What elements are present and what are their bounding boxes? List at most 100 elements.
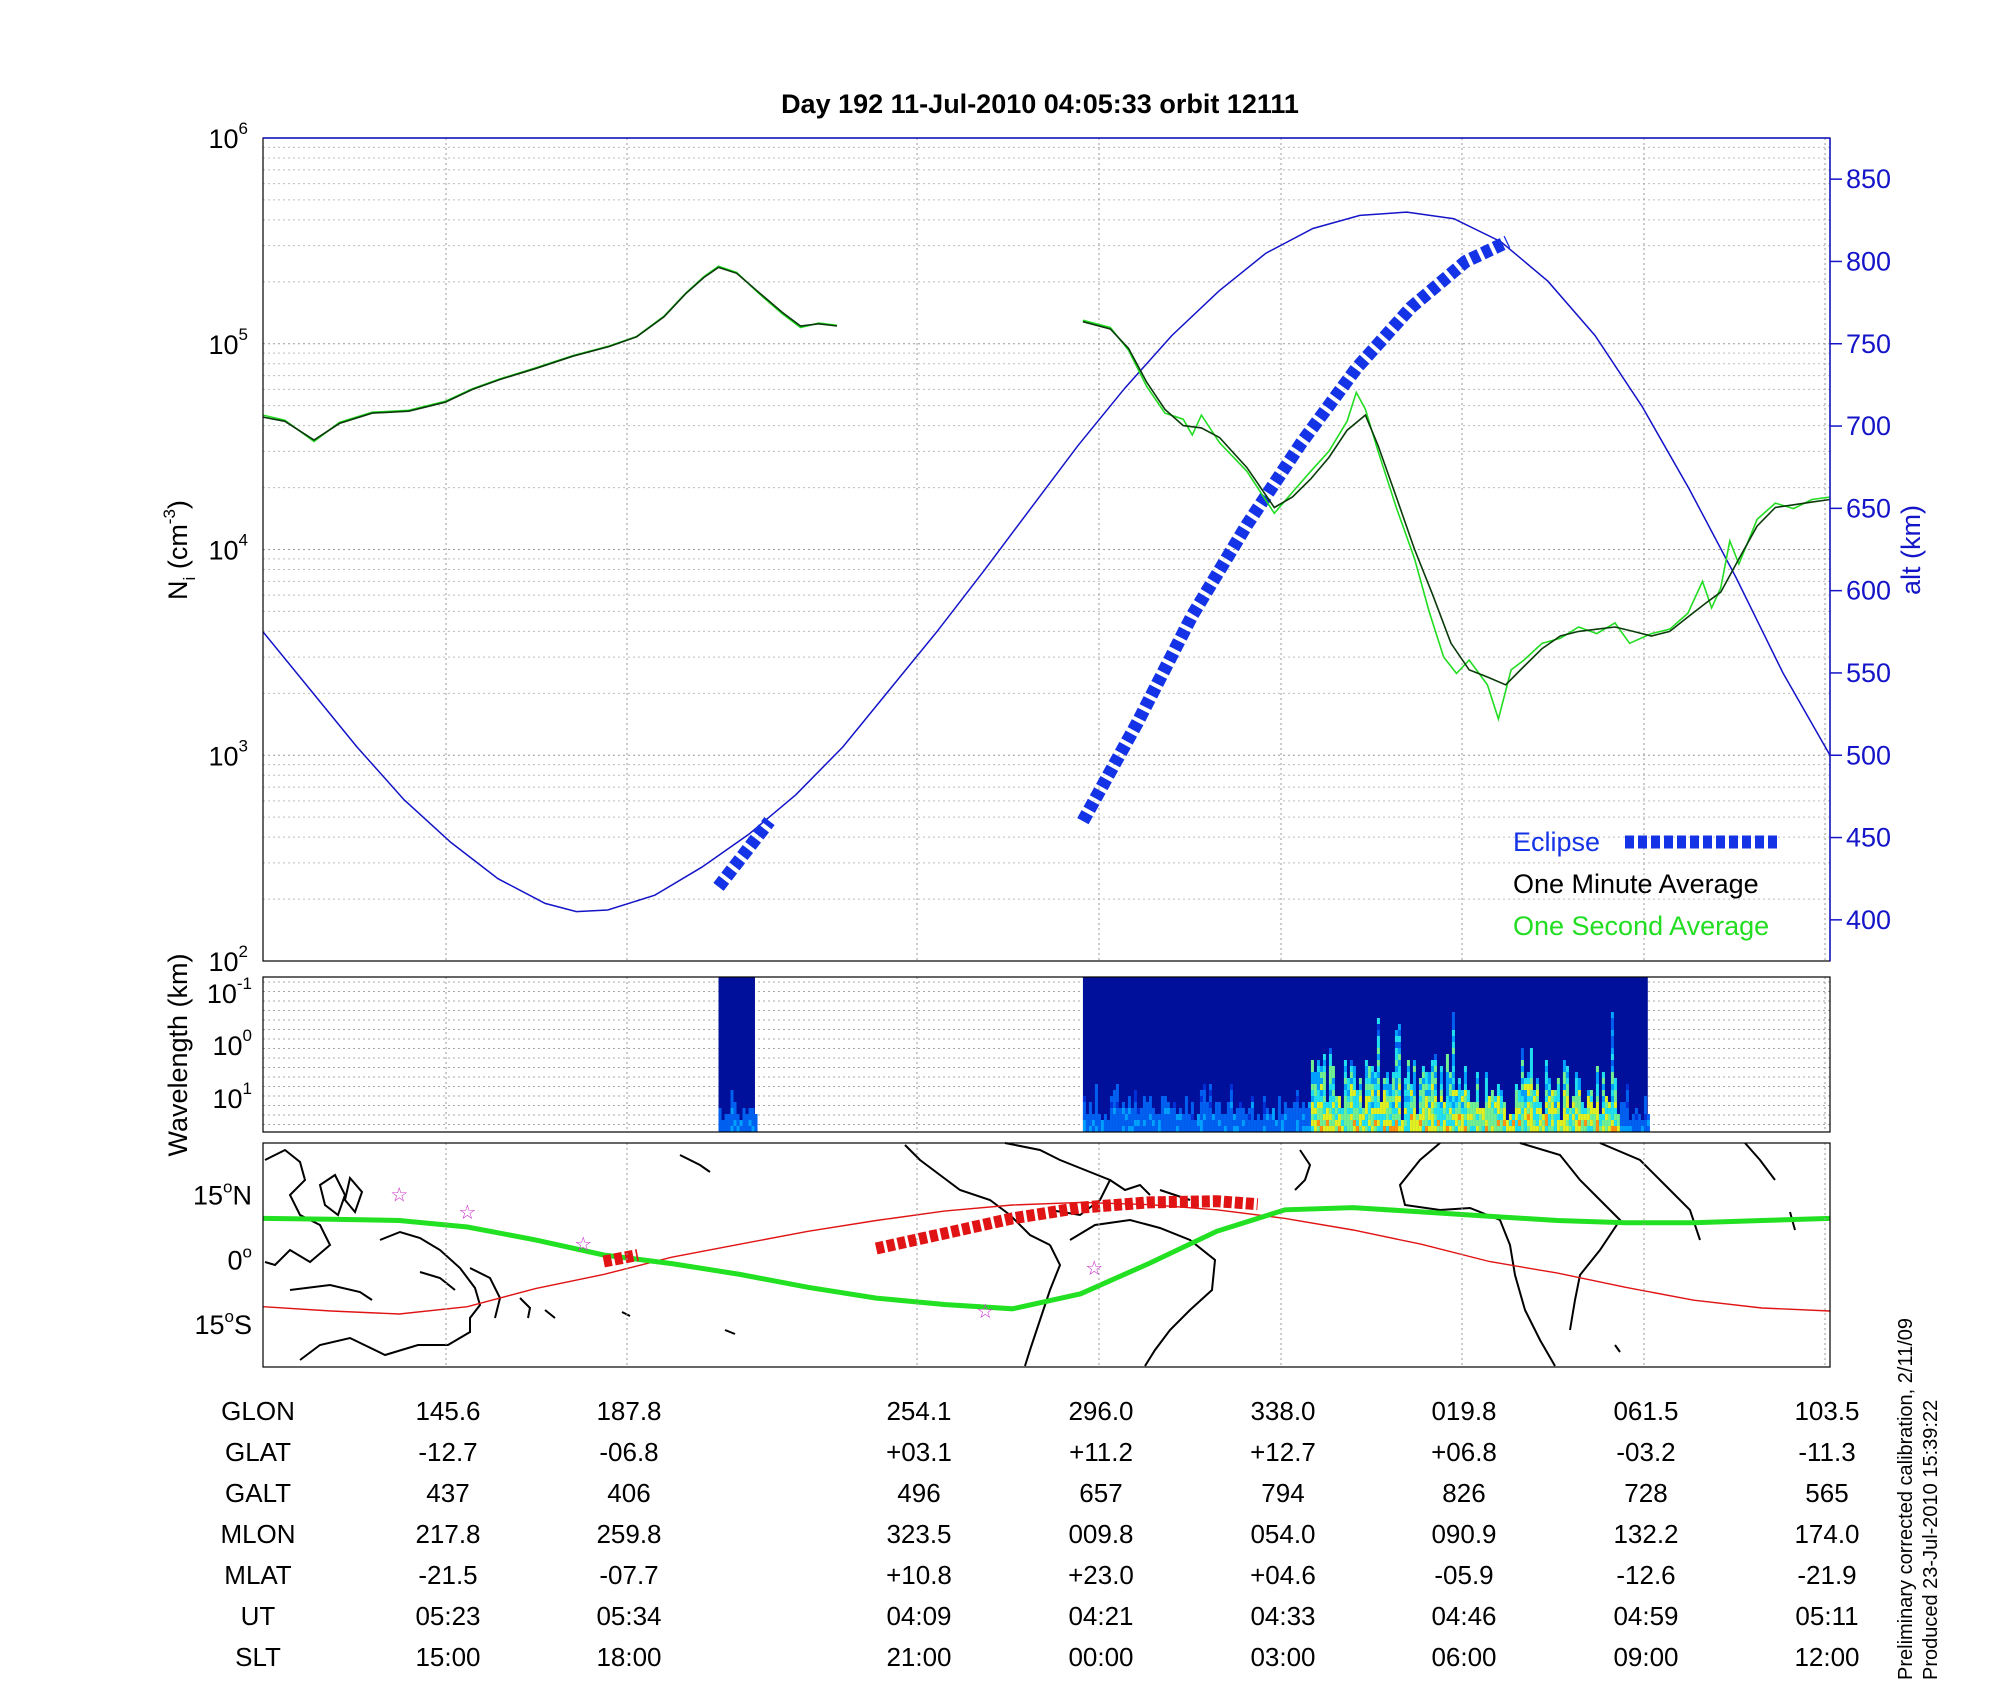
spectrogram-cell — [1622, 1114, 1626, 1120]
spectrogram-cell — [727, 1126, 731, 1132]
spectrogram-cell — [1229, 1120, 1233, 1126]
spectrogram-cell — [1391, 1120, 1395, 1126]
spectrogram-cell — [1511, 1120, 1515, 1126]
spectrogram-cell — [1523, 1078, 1527, 1084]
spectrogram-cell — [1463, 1090, 1467, 1096]
spectrogram-cell — [1157, 1126, 1161, 1132]
spectrogram-cell — [1490, 1102, 1494, 1108]
spectrogram-cell — [1364, 1114, 1368, 1120]
spectrogram-cell — [1376, 1036, 1380, 1042]
spectrogram-cell — [1148, 1096, 1152, 1102]
spectrogram-cell — [724, 1126, 728, 1132]
density-tick-label: 102 — [208, 942, 248, 977]
spectrogram-cell — [1493, 1126, 1497, 1132]
spectrogram-cell — [1235, 1108, 1239, 1114]
spectrogram-cell — [1643, 1102, 1647, 1108]
spectrogram-cell — [1271, 1114, 1275, 1120]
spectrogram-cell — [1397, 1066, 1401, 1072]
spectrogram-cell — [1514, 1102, 1518, 1108]
spectrogram-cell — [1565, 1126, 1569, 1132]
spectrogram-cell — [1544, 1066, 1548, 1072]
spectrogram-cell — [1370, 1114, 1374, 1120]
spectrogram-cell — [1331, 1108, 1335, 1114]
spectrogram-cell — [1316, 1090, 1320, 1096]
spectrogram-cell — [1220, 1126, 1224, 1132]
spectrogram-cell — [1445, 1084, 1449, 1090]
spectrogram-cell — [1442, 1114, 1446, 1120]
spectrogram-cell — [1445, 1126, 1449, 1132]
spectrogram-cell — [1538, 1102, 1542, 1108]
wavelength-tick-label: 101 — [212, 1079, 252, 1114]
spectrogram-cell — [1214, 1114, 1218, 1120]
spectrogram-cell — [1367, 1090, 1371, 1096]
spectrogram-cell — [1619, 1102, 1623, 1108]
spectrogram-cell — [1499, 1102, 1503, 1108]
spectrogram-cell — [1370, 1120, 1374, 1126]
spectrogram-cell — [1385, 1078, 1389, 1084]
spectrogram-cell — [1268, 1120, 1272, 1126]
spectrogram-cell — [1565, 1072, 1569, 1078]
spectrogram-cell — [1355, 1096, 1359, 1102]
spectrogram-cell — [1181, 1126, 1185, 1132]
spectrogram-cell — [1112, 1120, 1116, 1126]
spectrogram-cell — [1094, 1090, 1098, 1096]
spectrogram-cell — [1595, 1108, 1599, 1114]
spectrogram-cell — [1397, 1078, 1401, 1084]
spectrogram-cell — [1595, 1072, 1599, 1078]
spectrogram-cell — [1340, 1120, 1344, 1126]
spectrogram-cell — [1451, 1036, 1455, 1042]
spectrogram-cell — [1316, 1096, 1320, 1102]
spectrogram-cell — [1400, 1120, 1404, 1126]
spectrogram-cell — [1595, 1102, 1599, 1108]
spectrogram-cell — [1085, 1114, 1089, 1120]
spectrogram-cell — [1358, 1090, 1362, 1096]
spectrogram-cell — [1268, 1114, 1272, 1120]
spectrogram-cell — [1352, 1108, 1356, 1114]
spectrogram-cell — [1097, 1120, 1101, 1126]
table-cell: 061.5 — [1613, 1396, 1678, 1426]
spectrogram-cell — [1253, 1120, 1257, 1126]
spectrogram-cell — [1445, 1102, 1449, 1108]
spectrogram-cell — [1292, 1126, 1296, 1132]
spectrogram-cell — [1358, 1096, 1362, 1102]
spectrogram-cell — [1304, 1108, 1308, 1114]
spectrogram-cell — [1319, 1090, 1323, 1096]
spectrogram-cell — [1433, 1072, 1437, 1078]
spectrogram-cell — [1430, 1066, 1434, 1072]
eclipse-line — [713, 817, 775, 891]
spectrogram-cell — [1154, 1126, 1158, 1132]
spectrogram-cell — [1385, 1084, 1389, 1090]
spectrogram-cell — [1424, 1126, 1428, 1132]
table-row-label: GALT — [225, 1478, 291, 1508]
spectrogram-cell — [1184, 1096, 1188, 1102]
spectrogram-cell — [1424, 1108, 1428, 1114]
spectrogram-cell — [1547, 1090, 1551, 1096]
spectrogram-cell — [1301, 1114, 1305, 1120]
spectrogram-cell — [1376, 1018, 1380, 1024]
spectrogram-cell — [1367, 1108, 1371, 1114]
spectrogram-cell — [1520, 1054, 1524, 1060]
spectrogram-cell — [1376, 1084, 1380, 1090]
spectrogram-cell — [1553, 1102, 1557, 1108]
spectrogram-cell — [1385, 1072, 1389, 1078]
spectrogram-cell — [1259, 1126, 1263, 1132]
spectrogram-cell — [1529, 1048, 1533, 1054]
spectrogram-cell — [1460, 1102, 1464, 1108]
spectrogram-cell — [1391, 1072, 1395, 1078]
table-cell: 019.8 — [1431, 1396, 1496, 1426]
spectrogram-cell — [1373, 1090, 1377, 1096]
spectrogram-cell — [1322, 1054, 1326, 1060]
spectrogram-cell — [1433, 1102, 1437, 1108]
spectrogram-cell — [1565, 1090, 1569, 1096]
spectrogram-cell — [1610, 1054, 1614, 1060]
spectrogram-cell — [1478, 1120, 1482, 1126]
spectrogram-cell — [1136, 1126, 1140, 1132]
spectrogram-cell — [1394, 1114, 1398, 1120]
spectrogram-cell — [1622, 1120, 1626, 1126]
altitude-tick-label: 550 — [1846, 658, 1891, 688]
spectrogram-cell — [1478, 1108, 1482, 1114]
spectrogram-cell — [1529, 1084, 1533, 1090]
spectrogram-cell — [1445, 1060, 1449, 1066]
spectrogram-cell — [1457, 1108, 1461, 1114]
spectrogram-cell — [1373, 1120, 1377, 1126]
